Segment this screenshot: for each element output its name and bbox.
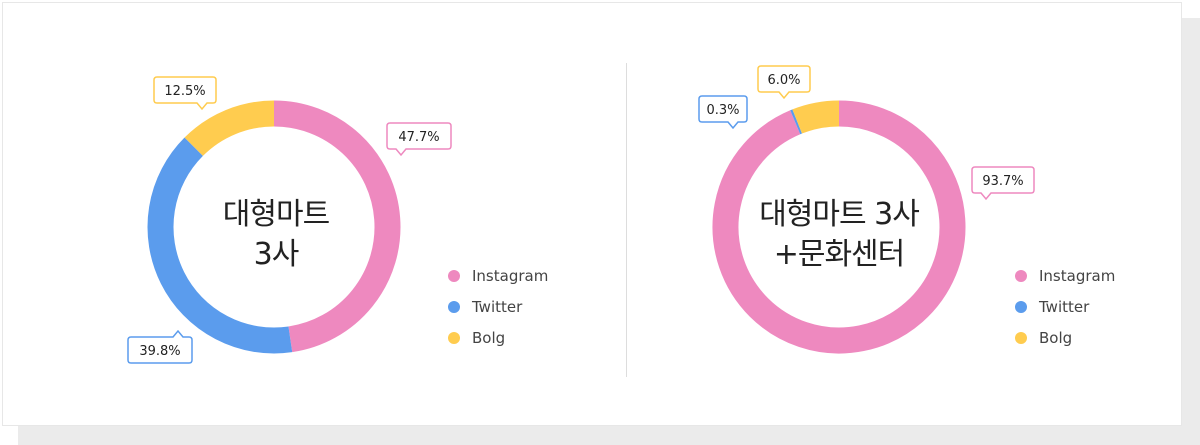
value-callout-blog: 6.0%: [757, 65, 811, 100]
legend-label: Bolg: [1039, 328, 1073, 347]
donut-slice-twitter: [147, 137, 293, 354]
chart-panel-2: 93.7% 0.3% 6.0% 대형마트 3사 +문화센터 Instagram Tw…: [568, 3, 1168, 427]
value-callout-instagram: 93.7%: [971, 166, 1035, 201]
center-label-line: 대형마트 3사: [759, 197, 920, 232]
legend-label: Bolg: [472, 328, 506, 347]
legend-label: Instagram: [1039, 266, 1116, 285]
value-callout-blog: 12.5%: [153, 76, 217, 111]
center-label-line: 3사: [253, 237, 300, 272]
donut-chart-1: 47.7% 39.8% 12.5%: [127, 76, 452, 364]
legend-dot-instagram: [1015, 269, 1027, 282]
chart-panel-1: 47.7% 39.8% 12.5% 대형마트 3사 Instagram Twitte…: [3, 3, 603, 427]
data-label: 0.3%: [706, 103, 739, 118]
legend-2: Instagram Twitter Bolg: [1015, 260, 1115, 353]
legend-dot-twitter: [448, 300, 460, 313]
data-label: 39.8%: [139, 344, 180, 359]
legend-dot-instagram: [448, 269, 460, 282]
donut-slice-blog: [792, 100, 840, 134]
donut-center-label-2: 대형마트 3사 +문화센터: [744, 195, 934, 275]
donut-slice-instagram: [712, 100, 966, 354]
data-label: 6.0%: [767, 73, 800, 88]
chart-card: 47.7% 39.8% 12.5% 대형마트 3사 Instagram Twitte…: [2, 2, 1182, 426]
donut-slice-blog: [184, 100, 275, 157]
panel-divider: [626, 63, 627, 377]
donut-slice-instagram: [273, 100, 401, 353]
legend-label: Twitter: [1039, 297, 1090, 316]
legend-dot-blog: [1015, 331, 1027, 344]
value-callout-twitter: 0.3%: [698, 95, 748, 130]
legend-item-twitter: Twitter: [1015, 291, 1115, 322]
legend-item-instagram: Instagram: [1015, 260, 1115, 291]
donut-slice-twitter: [790, 109, 803, 135]
legend-dot-twitter: [1015, 300, 1027, 313]
legend-1: Instagram Twitter Bolg: [448, 260, 548, 353]
legend-item-instagram: Instagram: [448, 260, 548, 291]
value-callout-instagram: 47.7%: [386, 122, 452, 157]
center-label-line: 대형마트: [222, 197, 330, 232]
data-label: 93.7%: [982, 174, 1023, 189]
donut-chart-2: 93.7% 0.3% 6.0%: [698, 65, 1035, 354]
legend-dot-blog: [448, 331, 460, 344]
legend-item-blog: Bolg: [448, 322, 548, 353]
value-callout-twitter: 39.8%: [127, 329, 193, 364]
legend-item-twitter: Twitter: [448, 291, 548, 322]
legend-label: Twitter: [472, 297, 523, 316]
center-label-line: +문화센터: [773, 237, 906, 272]
donut-center-label-1: 대형마트 3사: [196, 195, 356, 275]
legend-label: Instagram: [472, 266, 549, 285]
data-label: 12.5%: [164, 84, 205, 99]
data-label: 47.7%: [398, 130, 439, 145]
legend-item-blog: Bolg: [1015, 322, 1115, 353]
